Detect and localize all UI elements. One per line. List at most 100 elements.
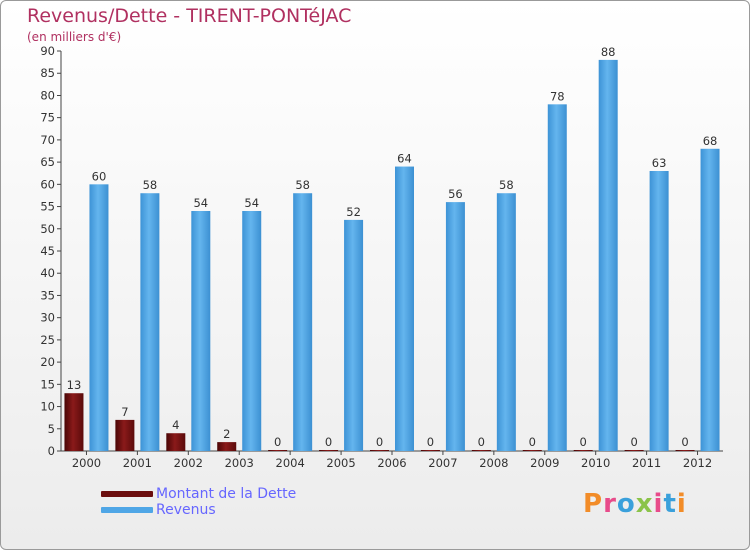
bar-debt-2003: [217, 442, 237, 451]
chart-labels: 13 60 7 58 4 54 2 54 0 58 0 52 0 64 0 56 0 58 0 78 0 88 0 63 0 68: [67, 45, 718, 449]
bar-debt-2004: [268, 450, 288, 451]
y-tick-label: 50: [40, 222, 55, 236]
proxiti-logo: Proxiti: [583, 489, 687, 519]
bar-debt-2011: [624, 450, 644, 451]
x-tick-label: 2005: [326, 456, 355, 470]
data-label-revenue: 58: [143, 178, 158, 192]
data-label-debt: 0: [580, 435, 587, 449]
bar-revenue-2003: [242, 211, 262, 451]
y-tick-label: 75: [40, 111, 55, 125]
bar-debt-2005: [319, 450, 339, 451]
bar-revenue-2012: [700, 148, 720, 451]
bar-revenue-2000: [89, 184, 109, 452]
data-label-revenue: 60: [92, 169, 107, 183]
bar-debt-2012: [675, 450, 695, 451]
bar-revenue-2006: [395, 166, 414, 452]
data-label-debt: 0: [325, 435, 332, 449]
logo-letter: i: [653, 489, 664, 519]
data-label-revenue: 52: [346, 205, 361, 219]
data-label-debt: 0: [376, 435, 383, 449]
data-label-debt: 0: [529, 435, 536, 449]
legend-label-debt: Montant de la Dette: [156, 486, 297, 502]
bar-revenue-2002: [191, 211, 211, 451]
x-tick-label: 2001: [123, 456, 152, 470]
data-label-revenue: 88: [601, 45, 616, 59]
data-label-revenue: 64: [397, 152, 412, 166]
y-tick-label: 60: [40, 177, 55, 191]
bar-revenue-2008: [496, 193, 516, 451]
bar-debt-2000: [64, 393, 84, 451]
logo-letter: r: [603, 489, 617, 519]
data-label-revenue: 58: [499, 178, 514, 192]
bar-revenue-2004: [293, 193, 313, 451]
legend-swatch-debt: [101, 491, 153, 497]
data-label-revenue: 58: [295, 178, 310, 192]
y-tick-label: 85: [40, 66, 55, 80]
chart-bars: [64, 59, 720, 452]
y-tick-label: 30: [40, 311, 55, 325]
y-tick-label: 90: [40, 44, 55, 58]
y-tick-label: 5: [48, 422, 55, 436]
y-tick-label: 80: [40, 88, 55, 102]
y-tick-label: 40: [40, 266, 55, 280]
chart-subtitle: (en milliers d'€): [27, 30, 122, 44]
y-tick-label: 65: [40, 155, 55, 169]
bar-debt-2008: [471, 450, 491, 451]
data-label-debt: 0: [478, 435, 485, 449]
x-tick-label: 2010: [581, 456, 610, 470]
y-tick-label: 15: [40, 377, 55, 391]
x-tick-label: 2000: [72, 456, 101, 470]
x-tick-label: 2007: [428, 456, 457, 470]
y-tick-label: 45: [40, 244, 55, 258]
x-tick-label: 2012: [683, 456, 712, 470]
data-label-debt: 13: [67, 378, 82, 392]
legend-swatch-revenue: [101, 507, 153, 513]
x-tick-label: 2006: [377, 456, 406, 470]
y-tick-label: 55: [40, 200, 55, 214]
data-label-revenue: 63: [652, 156, 667, 170]
data-label-revenue: 56: [448, 187, 463, 201]
logo-letter: x: [635, 489, 654, 519]
bar-revenue-2005: [344, 219, 364, 451]
data-label-debt: 2: [223, 427, 230, 441]
x-tick-label: 2003: [225, 456, 254, 470]
y-tick-label: 35: [40, 288, 55, 302]
bar-revenue-2007: [445, 202, 465, 451]
data-label-revenue: 54: [244, 196, 259, 210]
logo-letter: i: [676, 489, 687, 519]
data-label-debt: 4: [172, 418, 179, 432]
bar-debt-2009: [522, 450, 542, 451]
y-tick-label: 70: [40, 133, 55, 147]
x-tick-label: 2002: [174, 456, 203, 470]
x-tick-label: 2004: [276, 456, 305, 470]
y-tick-label: 20: [40, 355, 55, 369]
data-label-debt: 0: [274, 435, 281, 449]
data-label-debt: 0: [630, 435, 637, 449]
x-tick-label: 2008: [479, 456, 508, 470]
bar-debt-2001: [115, 419, 135, 451]
logo-letter: P: [583, 489, 604, 519]
logo-letter: t: [663, 489, 677, 519]
x-tick-label: 2011: [632, 456, 661, 470]
y-tick-label: 10: [40, 400, 55, 414]
bar-debt-2010: [573, 450, 593, 451]
data-label-revenue: 54: [193, 196, 208, 210]
logo-letter: o: [616, 489, 636, 519]
data-label-debt: 7: [121, 405, 128, 419]
bar-debt-2006: [370, 450, 389, 451]
x-tick-label: 2009: [530, 456, 559, 470]
data-label-debt: 0: [427, 435, 434, 449]
data-label-debt: 0: [681, 435, 688, 449]
bar-revenue-2009: [547, 104, 567, 451]
bar-revenue-2001: [140, 193, 160, 451]
bar-debt-2007: [420, 450, 440, 451]
y-tick-label: 25: [40, 333, 55, 347]
bar-debt-2002: [166, 433, 186, 451]
chart-title: Revenus/Dette - TIRENT-PONTéJAC: [27, 5, 352, 27]
data-label-revenue: 78: [550, 89, 565, 103]
bar-revenue-2010: [598, 59, 618, 452]
y-tick-label: 0: [48, 444, 55, 458]
bar-revenue-2011: [649, 171, 669, 451]
